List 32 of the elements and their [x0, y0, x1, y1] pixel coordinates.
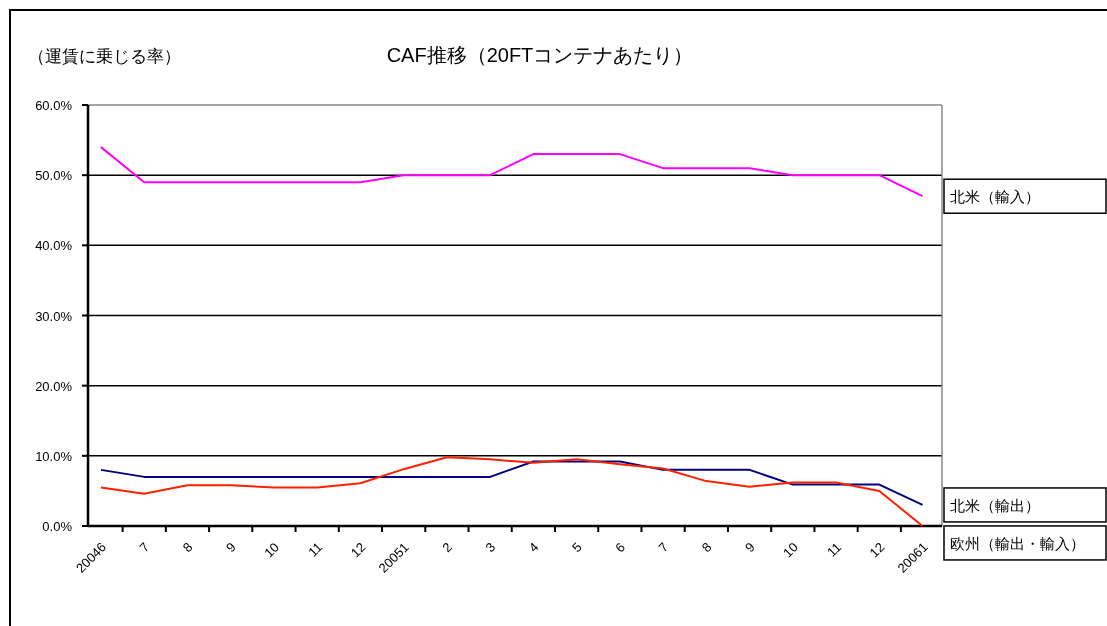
- x-tick-label: 10: [261, 539, 283, 561]
- y-axis-title: （運賃に乗じる率）: [28, 47, 181, 66]
- line-series: [99, 146, 924, 198]
- x-tick-label: 7: [655, 539, 672, 556]
- x-tick-label: 12: [347, 539, 369, 561]
- y-tick-label: 0.0%: [42, 519, 73, 534]
- x-tick-label: 5: [569, 539, 585, 556]
- y-tick-label: 60.0%: [35, 98, 73, 113]
- x-tick-label: 10: [780, 539, 801, 561]
- series-label: 北米（輸入）: [950, 188, 1040, 206]
- x-tick-label: 7: [136, 539, 153, 556]
- chart-title: CAF推移（20FTコンテナあたり）: [386, 44, 694, 66]
- x-tick-label: 9: [223, 539, 239, 556]
- x-tick-label: 11: [305, 539, 326, 560]
- x-tick-label: 11: [824, 539, 845, 560]
- x-tick-label: 3: [482, 539, 499, 556]
- x-tick-label: 2: [439, 539, 456, 556]
- series-label: 北米（輸出）: [950, 496, 1040, 514]
- x-tick-label: 8: [698, 539, 715, 556]
- line-series: [99, 456, 924, 527]
- x-tick-label: 8: [179, 539, 196, 556]
- x-tick-label: 12: [866, 539, 888, 561]
- y-tick-label: 10.0%: [35, 448, 73, 464]
- x-tick-label: 9: [741, 539, 758, 556]
- y-tick-label: 20.0%: [35, 378, 73, 394]
- y-tick-label: 50.0%: [35, 168, 73, 184]
- series-label: 欧州（輸出・輸入）: [950, 534, 1085, 552]
- x-tick-label: 4: [525, 539, 542, 556]
- y-tick-label: 40.0%: [35, 238, 73, 254]
- x-tick-label: 6: [612, 539, 628, 556]
- y-tick-label: 30.0%: [35, 308, 73, 324]
- line-series: [99, 460, 924, 506]
